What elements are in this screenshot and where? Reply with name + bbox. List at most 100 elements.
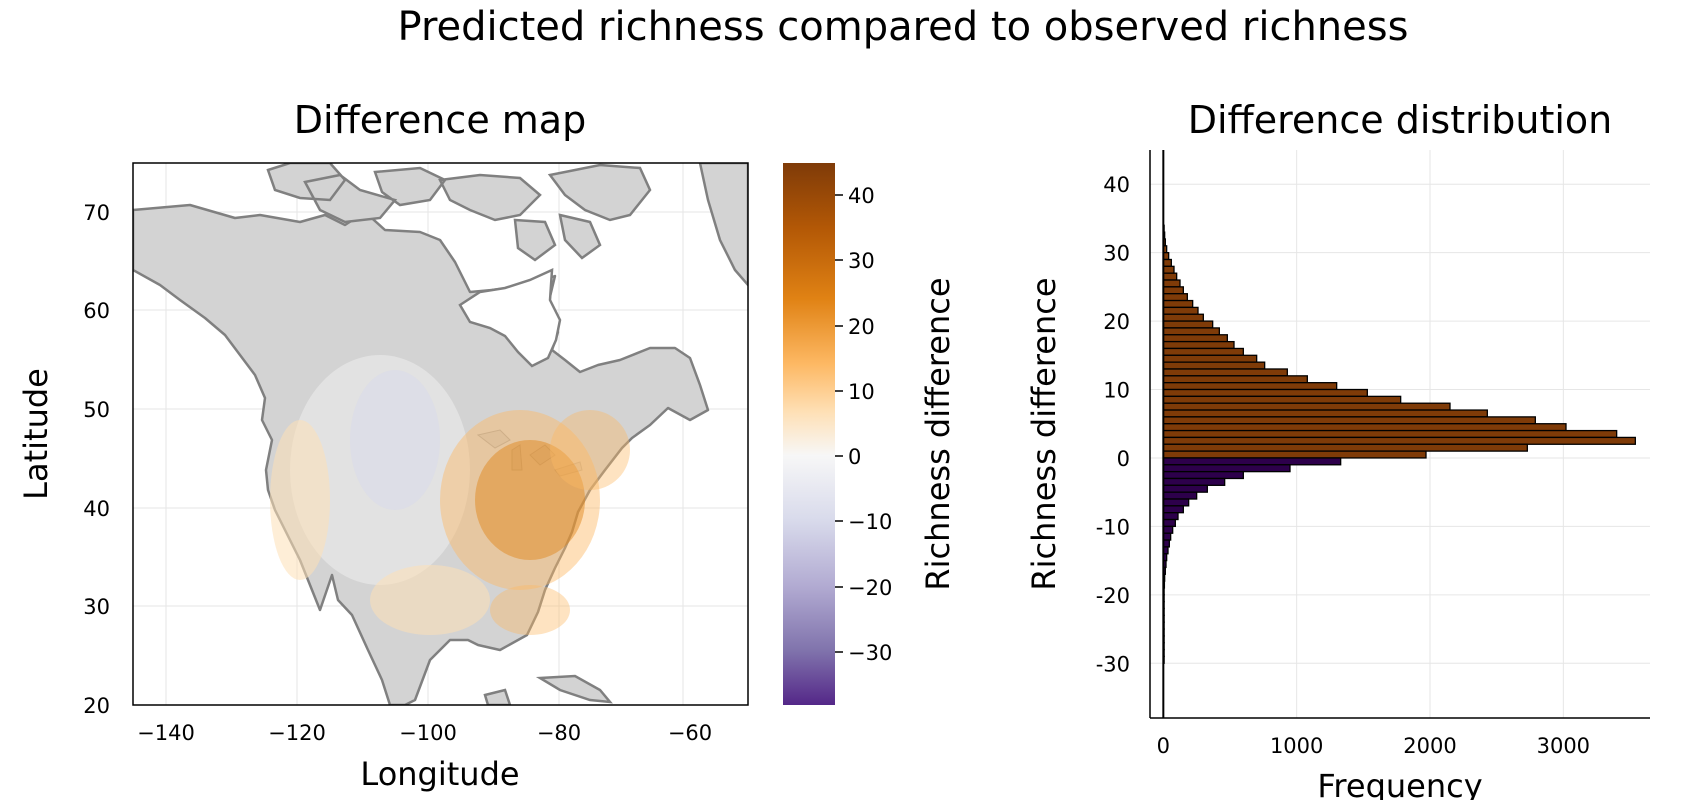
arctic-islands — [266, 163, 748, 287]
histogram-bar — [1162, 382, 1338, 391]
colorbar-tick-label: 20 — [848, 315, 875, 339]
map-title: Difference map — [294, 98, 586, 142]
histogram-bar — [1162, 470, 1244, 480]
histogram-bar — [1162, 306, 1199, 315]
map-y-ticks: 20 30 40 50 60 70 — [83, 201, 110, 718]
histogram-bar — [1162, 512, 1179, 521]
map-y-tick-label: 40 — [83, 497, 110, 521]
histogram-bar — [1162, 464, 1291, 473]
map-x-tick-label: −100 — [399, 721, 457, 745]
histogram-bar — [1162, 340, 1235, 350]
histogram-bar — [1162, 272, 1178, 281]
histogram-bar — [1162, 279, 1181, 288]
colorbar-tick-label: 10 — [848, 380, 875, 404]
great-lakes — [476, 429, 583, 477]
map-y-tick-label: 20 — [83, 694, 110, 718]
histogram-bar — [1162, 286, 1184, 295]
histogram-bar — [1162, 313, 1204, 322]
colorbar-gradient — [783, 163, 835, 705]
histogram-bar — [1162, 450, 1427, 459]
histogram-axes — [1149, 150, 1650, 719]
histogram-bar — [1162, 416, 1536, 425]
histogram-bar — [1162, 532, 1172, 541]
histogram-bar — [1162, 320, 1214, 329]
histogram-y-tick-label: 30 — [1103, 242, 1130, 266]
histogram-y-tick-label: -10 — [1096, 515, 1130, 539]
colorbar-label: Richness difference — [919, 277, 957, 590]
histogram-bar — [1162, 505, 1184, 514]
difference-overlay — [270, 355, 630, 635]
histogram-bar — [1162, 498, 1190, 507]
histogram-bar — [1162, 327, 1220, 336]
colorbar-tick-label: −10 — [848, 510, 892, 534]
caribbean-islands — [483, 674, 613, 705]
histogram-panel: Difference distribution 0 1000 2000 3000 40… — [1025, 98, 1650, 800]
map-y-tick-label: 50 — [83, 398, 110, 422]
map-land — [133, 163, 748, 705]
histogram-title: Difference distribution — [1188, 98, 1613, 142]
histogram-bar — [1162, 265, 1175, 274]
histogram-bar — [1162, 258, 1172, 267]
map-y-axis-label: Latitude — [17, 368, 55, 500]
histogram-bar — [1162, 443, 1528, 452]
histogram-bar — [1162, 484, 1208, 493]
histogram-bar — [1162, 347, 1244, 356]
histogram-bar — [1162, 395, 1402, 404]
histogram-bar — [1162, 525, 1174, 534]
histogram-bar — [1162, 293, 1188, 302]
histogram-bar — [1162, 409, 1488, 418]
histogram-x-tick-label: 3000 — [1537, 734, 1590, 758]
histogram-bar — [1162, 361, 1266, 370]
histogram-x-ticks: 0 1000 2000 3000 — [1157, 734, 1590, 758]
histogram-bar — [1162, 334, 1228, 343]
map-x-axis-label: Longitude — [360, 755, 519, 793]
histogram-y-tick-label: 10 — [1103, 379, 1130, 403]
histogram-bar — [1162, 402, 1451, 411]
map-frame — [132, 162, 749, 706]
histogram-bar — [1162, 368, 1288, 377]
colorbar-tick-label: −20 — [848, 576, 892, 600]
histogram-bar — [1162, 518, 1176, 528]
colorbar-tick-label: 40 — [848, 184, 875, 208]
map-y-tick-label: 30 — [83, 595, 110, 619]
histogram-bar — [1162, 457, 1342, 466]
colorbar-tick-label: −30 — [848, 641, 892, 665]
histogram-x-axis-label: Frequency — [1317, 767, 1482, 800]
histogram-bar — [1162, 429, 1618, 439]
map-y-tick-label: 70 — [83, 201, 110, 225]
map-x-ticks: −140 −120 −100 −80 −60 — [137, 721, 712, 745]
colorbar-ticks — [835, 194, 843, 653]
histogram-y-tick-label: 40 — [1103, 173, 1130, 197]
histogram-x-tick-label: 0 — [1157, 734, 1170, 758]
hudson-bay — [458, 267, 562, 368]
figure-title: Predicted richness compared to observed … — [398, 4, 1409, 50]
histogram-y-tick-label: 0 — [1117, 447, 1130, 471]
histogram-bar — [1162, 477, 1226, 486]
map-y-tick-label: 60 — [83, 299, 110, 323]
histogram-y-tick-label: 20 — [1103, 310, 1130, 334]
histogram-bar — [1162, 375, 1308, 384]
histogram-bar — [1162, 491, 1198, 500]
map-panel: Difference map — [17, 98, 749, 793]
colorbar: 40 30 20 10 0 −10 −20 −30 Richness diffe… — [783, 163, 957, 705]
map-x-tick-label: −140 — [137, 721, 195, 745]
histogram-bar — [1162, 388, 1368, 398]
histogram-x-tick-label: 1000 — [1270, 734, 1323, 758]
colorbar-tick-label: 30 — [848, 249, 875, 273]
histogram-y-tick-label: -30 — [1096, 652, 1130, 676]
histogram-y-axis-label: Richness difference — [1025, 277, 1063, 590]
map-x-tick-label: −60 — [668, 721, 712, 745]
histogram-y-ticks: 40 30 20 10 0 -10 -20 -30 — [1096, 173, 1130, 676]
map-x-tick-label: −80 — [537, 721, 581, 745]
histogram-bar — [1162, 299, 1194, 309]
histogram-bar — [1162, 423, 1567, 432]
histogram-bars — [1162, 224, 1636, 664]
colorbar-tick-label: 0 — [848, 445, 861, 469]
histogram-x-tick-label: 2000 — [1403, 734, 1456, 758]
histogram-bar — [1162, 354, 1258, 363]
map-x-tick-label: −120 — [268, 721, 326, 745]
histogram-bar — [1162, 436, 1636, 445]
histogram-y-tick-label: -20 — [1096, 584, 1130, 608]
colorbar-tick-labels: 40 30 20 10 0 −10 −20 −30 — [848, 184, 892, 665]
